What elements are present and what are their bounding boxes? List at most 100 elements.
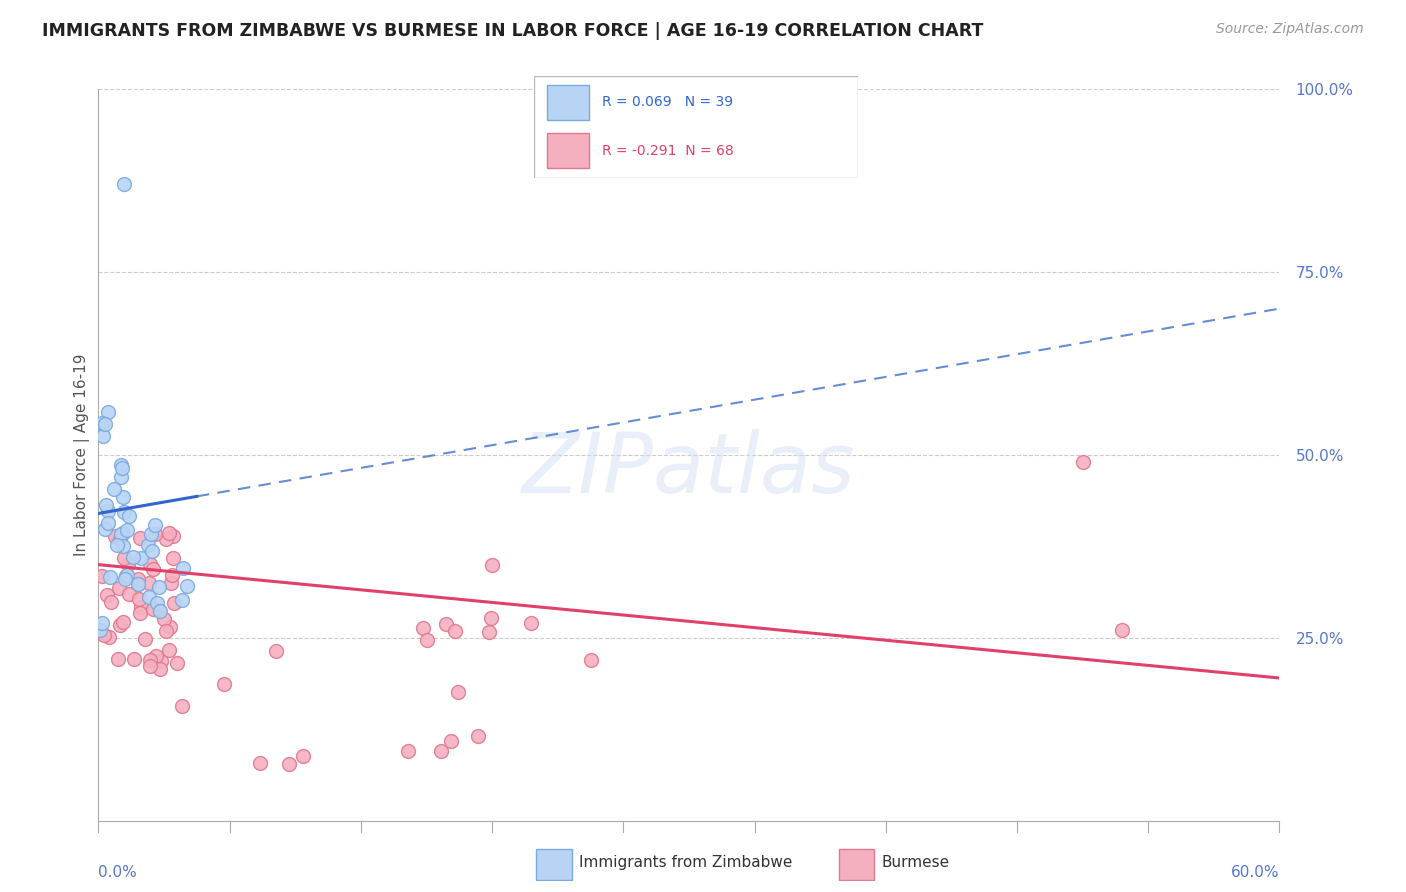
Point [155,533,177,547]
Point [264,644,287,658]
Point [166,656,188,670]
FancyBboxPatch shape [547,133,589,168]
Point [117,557,139,571]
Point [278,756,301,771]
Point [94,522,117,536]
Point [1071,455,1094,469]
Point [108,618,131,632]
Point [108,532,131,546]
Point [141,527,163,541]
Point [163,597,186,611]
Point [100,595,122,609]
Point [249,756,271,771]
Point [439,734,461,748]
Point [159,620,181,634]
Point [110,527,132,541]
Point [111,539,134,553]
Text: 0.0%: 0.0% [98,864,138,880]
Y-axis label: In Labor Force | Age 16-19: In Labor Force | Age 16-19 [75,353,90,557]
Point [138,590,160,604]
Point [129,550,152,565]
Point [155,624,177,639]
Point [479,611,502,625]
FancyBboxPatch shape [534,76,858,178]
Point [520,616,543,631]
Text: IMMIGRANTS FROM ZIMBABWE VS BURMESE IN LABOR FORCE | AGE 16-19 CORRELATION CHART: IMMIGRANTS FROM ZIMBABWE VS BURMESE IN L… [42,22,984,40]
Text: Immigrants from Zimbabwe: Immigrants from Zimbabwe [579,855,793,870]
Point [170,592,193,607]
Point [162,529,184,543]
Point [139,659,162,673]
Point [127,572,149,586]
Point [110,458,132,473]
Point [149,662,172,676]
Point [108,581,131,595]
Point [138,576,160,591]
Point [115,568,138,582]
Point [124,652,146,666]
Text: Burmese: Burmese [882,855,949,870]
Point [90,416,112,430]
Point [94,498,117,512]
Point [150,654,173,668]
Text: ZIPatlas: ZIPatlas [522,429,856,510]
Point [160,568,183,582]
Point [153,611,176,625]
Point [115,568,138,582]
Point [434,616,457,631]
Point [111,525,134,540]
Point [97,631,120,645]
Point [1111,624,1133,638]
Point [157,643,180,657]
Point [412,621,434,635]
Point [136,538,159,552]
Point [107,652,129,666]
Point [98,569,121,583]
Point [148,603,170,617]
Point [139,653,162,667]
Point [131,599,153,614]
Point [117,587,139,601]
Point [107,538,129,552]
Point [89,624,111,638]
Point [143,517,166,532]
Point [172,698,194,713]
Point [122,550,145,565]
Point [128,606,150,620]
Point [111,461,134,475]
Point [129,532,152,546]
Point [91,568,114,582]
Point [111,491,134,505]
Point [91,616,114,631]
Text: 60.0%: 60.0% [1232,864,1279,880]
Point [103,482,125,496]
Point [128,592,150,607]
Point [212,677,235,691]
Point [139,558,162,572]
Point [117,523,139,537]
Text: Source: ZipAtlas.com: Source: ZipAtlas.com [1216,22,1364,37]
Point [97,405,120,419]
Point [114,572,136,586]
Point [162,551,184,566]
Point [142,602,165,616]
Point [134,632,156,647]
Point [444,624,467,639]
Point [104,529,127,543]
Point [148,580,170,594]
Point [447,684,470,698]
Point [91,429,114,443]
Point [112,505,135,519]
Point [97,503,120,517]
Point [118,509,141,524]
Point [416,632,439,647]
Text: R = -0.291  N = 68: R = -0.291 N = 68 [602,144,734,158]
Point [127,577,149,591]
Point [579,653,602,667]
Text: R = 0.069   N = 39: R = 0.069 N = 39 [602,95,734,110]
FancyBboxPatch shape [547,85,589,120]
Point [127,576,149,591]
Point [142,561,165,575]
Point [159,576,181,591]
Point [292,749,315,764]
